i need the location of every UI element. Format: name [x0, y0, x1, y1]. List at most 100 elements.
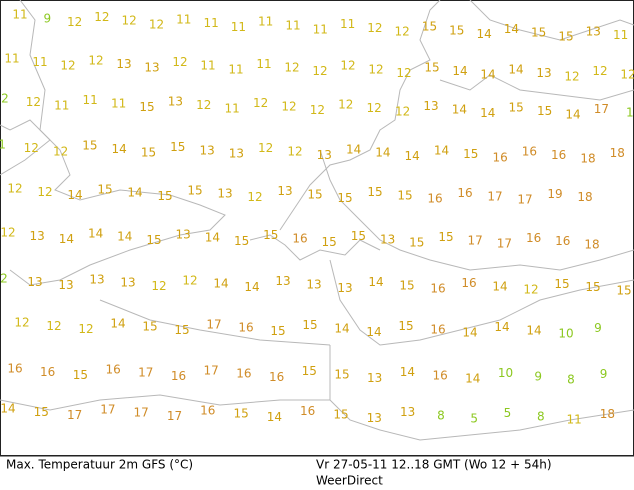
temperature-label: 16	[522, 145, 537, 159]
temperature-label: 13	[199, 143, 214, 157]
temperature-label: 17	[100, 402, 115, 416]
temperature-label: 11	[231, 20, 246, 34]
temperature-label: 16	[430, 322, 445, 336]
temperature-label: 14	[127, 186, 142, 200]
temperature-label: 14	[462, 326, 477, 340]
temperature-label: 1	[0, 138, 6, 152]
temperature-label: 8	[537, 409, 545, 423]
temperature-label: 15	[337, 191, 352, 205]
temperature-label: 15	[585, 280, 600, 294]
temperature-label: 12	[281, 100, 296, 114]
temperature-label: 16	[40, 365, 55, 379]
temperature-label: 14	[400, 365, 415, 379]
temperature-label: 10	[498, 366, 513, 380]
temperature-label: 11	[32, 55, 47, 69]
temperature-label: 12	[78, 322, 93, 336]
temperature-label: 11	[285, 19, 300, 33]
temperature-label: 16	[432, 368, 447, 382]
temperature-label: 12	[88, 53, 103, 67]
temperature-label: 15	[73, 368, 88, 382]
temperature-label: 13	[58, 278, 73, 292]
temperature-label: 15	[234, 234, 249, 248]
temperature-label: 13	[168, 95, 183, 109]
temperature-label: 18	[600, 407, 615, 421]
temperature-label: 14	[117, 230, 132, 244]
temperature-label: 5	[504, 406, 512, 420]
temperature-label: 11	[54, 99, 69, 113]
temperature-label: 13	[337, 281, 352, 295]
temperature-label: 11	[200, 59, 215, 73]
temperature-label: 12	[122, 14, 137, 28]
temperature-label: 15	[139, 100, 154, 114]
temperature-label: 14	[112, 142, 127, 156]
temperature-label: 14	[526, 323, 541, 337]
temperature-label: 15	[187, 183, 202, 197]
temperature-label: 12	[182, 273, 197, 287]
temperature-label: 9	[43, 11, 51, 25]
temperature-label: 15	[449, 23, 464, 37]
temperature-label: 14	[508, 62, 523, 76]
temperature-label: 8	[567, 373, 575, 387]
temperature-label: 17	[134, 406, 149, 420]
temperature-label: 18	[577, 190, 592, 204]
temperature-label: 15	[558, 30, 573, 44]
temperature-label: 12	[287, 145, 302, 159]
temperature-label: 15	[157, 189, 172, 203]
temperature-label: 12	[247, 190, 262, 204]
temperature-label: 11	[258, 15, 273, 29]
temperature-label: 15	[367, 185, 382, 199]
temperature-label: 14	[465, 372, 480, 386]
temperature-label: 14	[476, 27, 491, 41]
temperature-label: 12	[620, 68, 634, 82]
temperature-label: 13	[277, 184, 292, 198]
temperature-label: 16	[457, 186, 472, 200]
temperature-label: 14	[480, 106, 495, 120]
temperature-label: 13	[586, 24, 601, 38]
temperature-label: 13	[176, 227, 191, 241]
temperature-label: 12	[196, 98, 211, 112]
temperature-label: 12	[395, 25, 410, 39]
temperature-label: 16	[430, 282, 445, 296]
temperature-label: 12	[592, 64, 607, 78]
temperature-label: 12	[368, 62, 383, 76]
temperature-label: 15	[509, 101, 524, 115]
temperature-label: 12	[94, 10, 109, 24]
temperature-label: 15	[409, 236, 424, 250]
temperature-label: 15	[307, 188, 322, 202]
temperature-label: 16	[300, 404, 315, 418]
temperature-label: 16	[526, 231, 541, 245]
temperature-label: 9	[594, 321, 602, 335]
coastlines	[0, 0, 634, 441]
temperature-label: 13	[120, 276, 135, 290]
temperature-label: 15	[399, 278, 414, 292]
temperature-label: 16	[171, 369, 186, 383]
temperature-label: 15	[141, 146, 156, 160]
temperature-label: 15	[322, 235, 337, 249]
temperature-label: 12	[67, 15, 82, 29]
temperature-label: 15	[302, 318, 317, 332]
temperature-label: 15	[233, 407, 248, 421]
temperature-label: 12	[14, 316, 29, 330]
temperature-label: 17	[204, 363, 219, 377]
temperature-label: 15	[142, 320, 157, 334]
temperature-label: 15	[334, 368, 349, 382]
temperature-label: 11	[313, 22, 328, 36]
temperature-label: 13	[423, 99, 438, 113]
temperature-label: 14	[110, 316, 125, 330]
temperature-label: 12	[523, 283, 538, 297]
temperature-label: 12	[37, 185, 52, 199]
temperature-label: 12	[26, 95, 41, 109]
temperature-label: 15	[537, 104, 552, 118]
temperature-label: 2	[1, 92, 9, 106]
temperature-label: 12	[7, 182, 22, 196]
temperature-label: 18	[584, 238, 599, 252]
temperature-label: 14	[205, 231, 220, 245]
temperature-label: 9	[534, 369, 542, 383]
temperature-label: 14	[59, 232, 74, 246]
temperature-label: 12	[151, 279, 166, 293]
temperature-label: 13	[144, 61, 159, 75]
temperature-label: 17	[468, 233, 483, 247]
temperature-label: 14	[452, 103, 467, 117]
temperature-label: 13	[306, 278, 321, 292]
